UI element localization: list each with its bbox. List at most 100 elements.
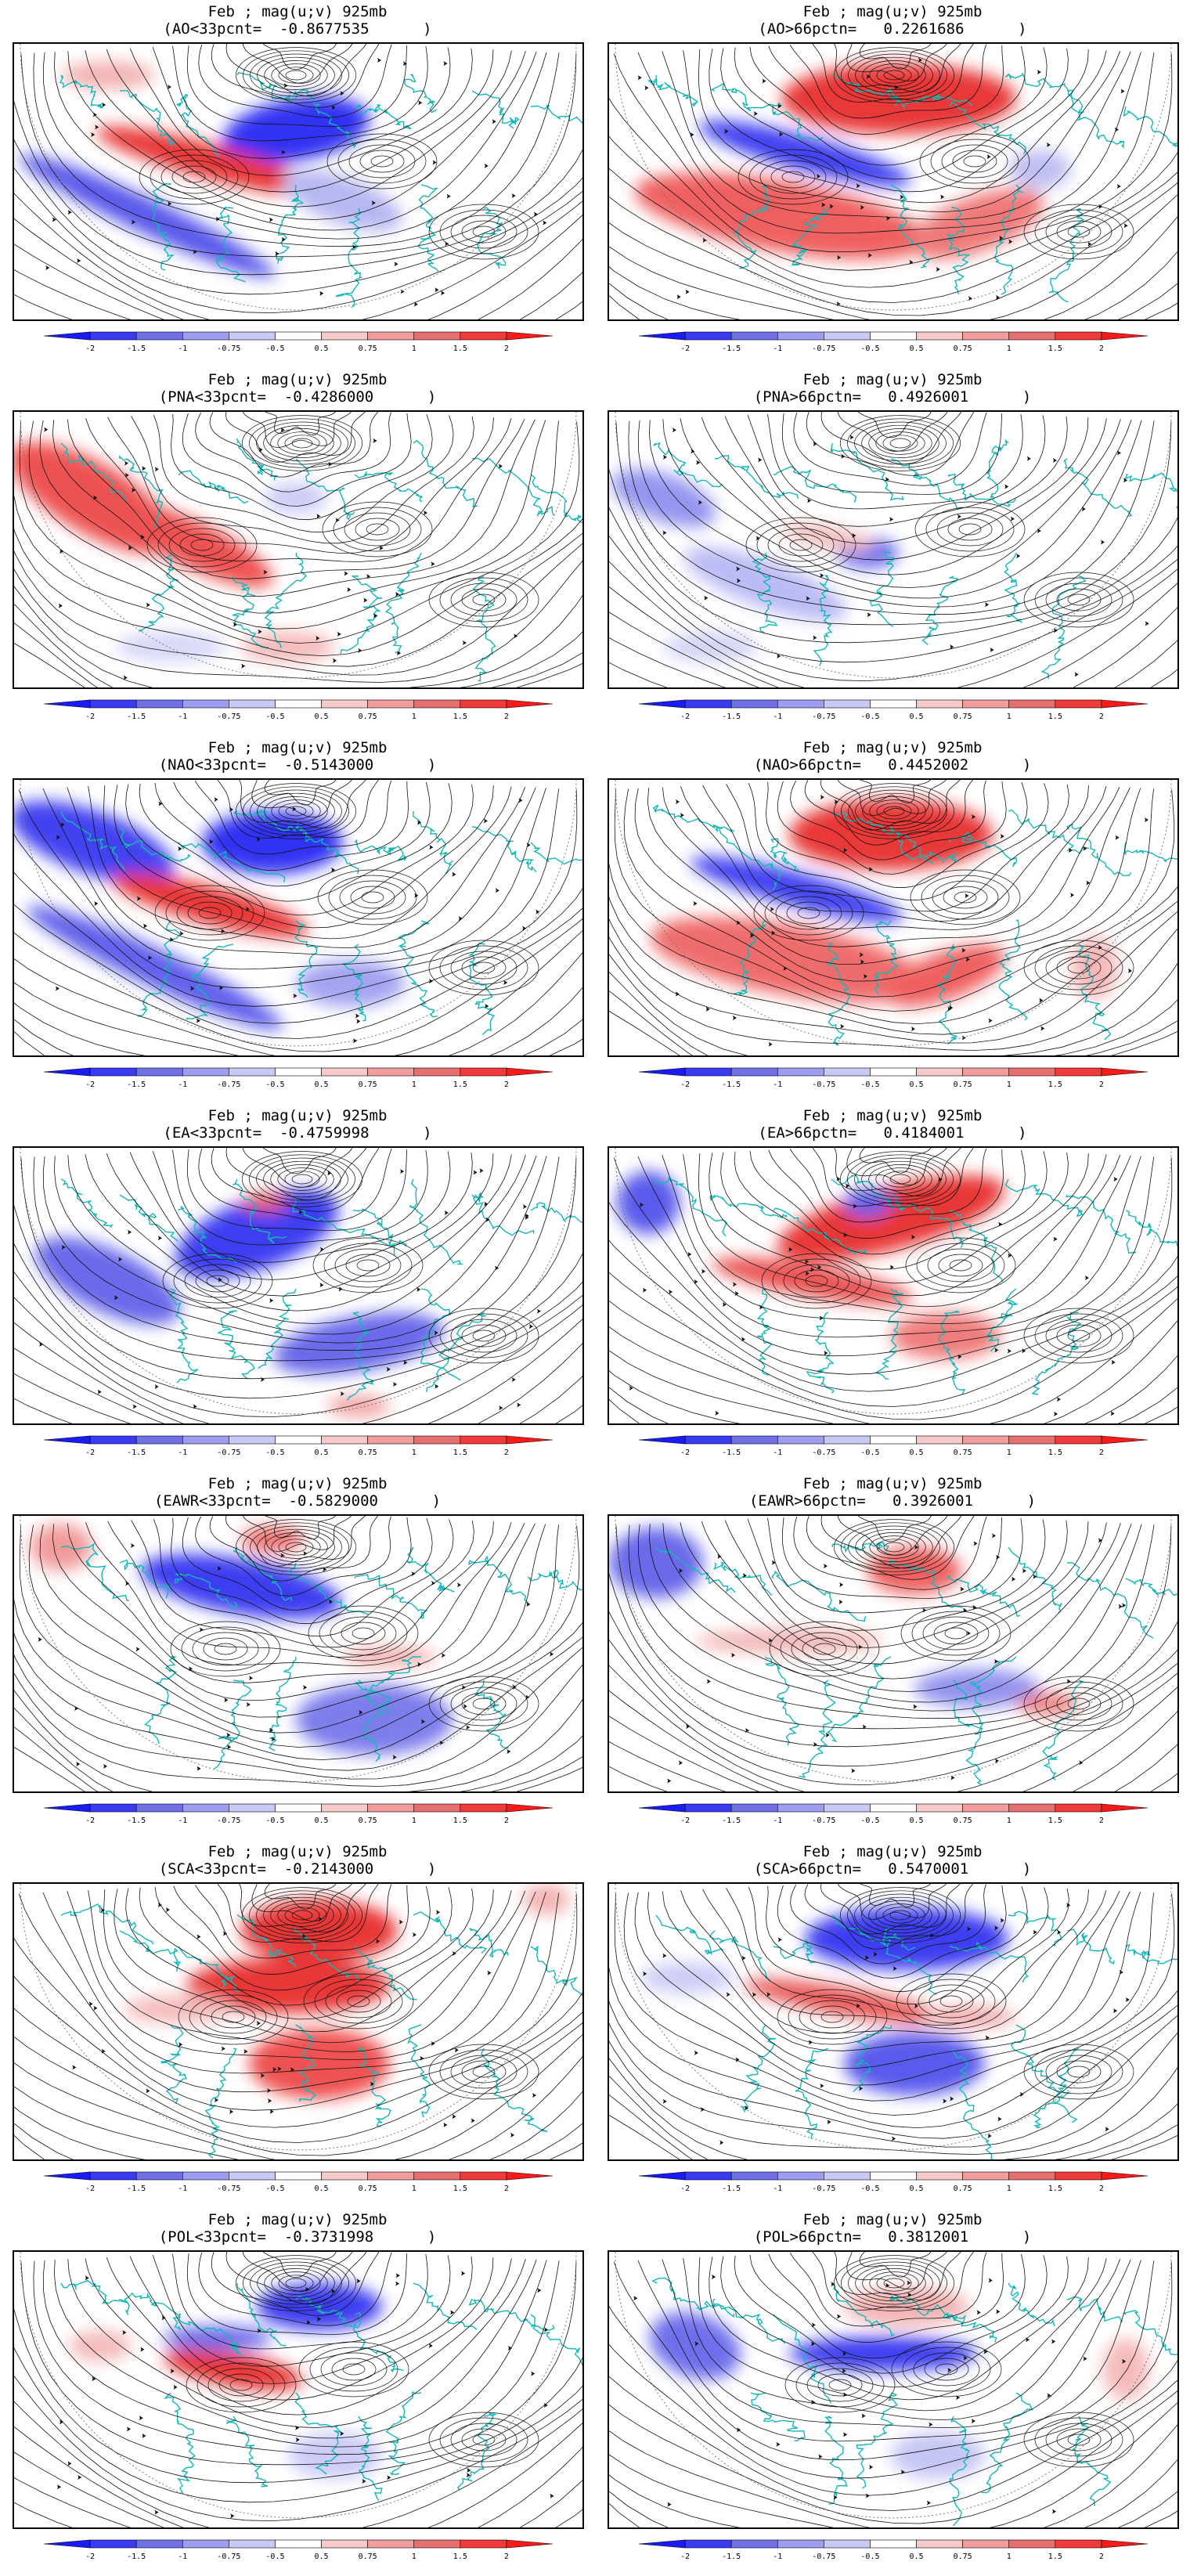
colorbar-segment	[777, 1803, 824, 1813]
colorbar-tick-label: -2	[85, 2553, 95, 2561]
colorbar-tick-label: -0.75	[217, 1081, 240, 1089]
coastlines	[653, 438, 1177, 680]
colorbar-segment	[638, 1067, 686, 1077]
colorbar-segment	[413, 699, 461, 709]
colorbar: -2 -1.5 -1 -0.75 -0.5 0.5 0.75 1 1.5 2	[608, 1063, 1179, 1095]
colorbar-tick-label: 2	[504, 1449, 509, 1457]
wind-streamlines	[14, 1884, 582, 2159]
panel-subtitle: (PNA>66pctn= 0.4926001 )	[753, 388, 1032, 406]
colorbar-segment	[638, 331, 686, 341]
colorbar-segment	[321, 331, 368, 341]
colorbar-tick-label: -1	[773, 345, 782, 353]
colorbar-tick-label: -1	[773, 1817, 782, 1825]
colorbar: -2 -1.5 -1 -0.75 -0.5 0.5 0.75 1 1.5 2	[13, 2167, 584, 2199]
wind-streamlines	[609, 412, 1177, 687]
colorbar-tick-label: -0.75	[217, 1817, 240, 1825]
colorbar-segment	[460, 1067, 507, 1077]
colorbar-segment	[1055, 699, 1102, 709]
colorbar-segment	[135, 699, 183, 709]
colorbar-segment	[367, 1435, 415, 1445]
colorbar-segment	[460, 2539, 507, 2549]
map-panel: Feb ; mag(u;v) 925mb (SCA<33pcnt= -0.2143…	[0, 1840, 595, 2208]
colorbar-segment	[182, 1435, 229, 1445]
colorbar-segment	[1101, 2171, 1149, 2181]
anomaly-region	[241, 631, 335, 662]
map-plot-area	[608, 778, 1179, 1057]
colorbar-segment	[460, 1435, 507, 1445]
projection-boundary	[615, 1516, 1172, 1783]
wind-streamlines	[14, 1148, 582, 1423]
colorbar-segment	[506, 1803, 554, 1813]
anomaly-region	[910, 188, 1044, 260]
map-canvas	[609, 412, 1177, 687]
projection-boundary	[20, 44, 577, 311]
map-canvas	[609, 1884, 1177, 2159]
anomaly-region	[867, 1547, 961, 1594]
colorbar-segment	[321, 2539, 368, 2549]
colorbar-segment	[777, 331, 824, 341]
colorbar-segment	[1055, 331, 1102, 341]
panel-title: Feb ; mag(u;v) 925mb	[802, 1475, 983, 1492]
colorbar-segment	[460, 1803, 507, 1813]
colorbar-segment	[89, 1803, 137, 1813]
colorbar-tick-label: 0.75	[954, 1817, 972, 1825]
colorbar-tick-label: 0.75	[359, 1817, 377, 1825]
anomaly-region	[640, 1962, 734, 1993]
colorbar-tick-label: -1.5	[127, 1449, 146, 1457]
colorbar-segment	[730, 2539, 778, 2549]
colorbar-segment	[684, 699, 732, 709]
coastlines	[60, 809, 582, 1035]
map-plot-area	[13, 42, 584, 321]
colorbar-segment	[229, 1803, 276, 1813]
colorbar-segment	[638, 699, 686, 709]
map-plot-area	[608, 1882, 1179, 2161]
anomaly-shading	[14, 442, 335, 662]
colorbar-segment	[638, 2539, 686, 2549]
panel-subtitle: (POL<33pcnt= -0.3731998 )	[158, 2228, 437, 2246]
colorbar-segment	[89, 1067, 137, 1077]
map-canvas	[14, 412, 582, 687]
wind-streamlines	[14, 1516, 582, 1791]
coastlines	[60, 1178, 582, 1401]
colorbar-segment	[870, 2171, 917, 2181]
anomaly-region	[695, 1629, 883, 1654]
colorbar-tick-label: -0.5	[860, 2185, 879, 2193]
colorbar-tick-label: -1.5	[127, 2553, 146, 2561]
colorbar-segment	[135, 2171, 183, 2181]
map-plot-area	[13, 778, 584, 1057]
colorbar-tick-label: -1.5	[722, 345, 741, 353]
colorbar-tick-label: -1	[773, 2553, 782, 2561]
map-plot-area	[13, 1146, 584, 1425]
colorbar-segment	[1008, 2171, 1056, 2181]
colorbar-segment	[460, 331, 507, 341]
colorbar-tick-label: 1	[412, 1817, 416, 1825]
colorbar-segment	[367, 2171, 415, 2181]
colorbar-segment	[89, 699, 137, 709]
colorbar-tick-label: -1.5	[127, 345, 146, 353]
projection-boundary	[20, 2252, 577, 2519]
colorbar-tick-label: 0.75	[954, 1449, 972, 1457]
colorbar-tick-label: 0.75	[954, 345, 972, 353]
colorbar-segment	[275, 1067, 322, 1077]
colorbar-tick-label: -2	[680, 713, 690, 721]
colorbar-segment	[367, 331, 415, 341]
colorbar-tick-label: 0.75	[359, 1081, 377, 1089]
colorbar: -2 -1.5 -1 -0.75 -0.5 0.5 0.75 1 1.5 2	[13, 1799, 584, 1831]
anomaly-region	[116, 631, 225, 662]
colorbar-segment	[413, 2171, 461, 2181]
colorbar-tick-label: 2	[504, 713, 509, 721]
map-panel: Feb ; mag(u;v) 925mb (AO>66pctn= 0.226168…	[595, 0, 1190, 368]
map-panel: Feb ; mag(u;v) 925mb (POL>66pctn= 0.38120…	[595, 2208, 1190, 2576]
colorbar-segment	[638, 1435, 686, 1445]
map-plot-area	[13, 1514, 584, 1793]
colorbar-tick-label: 0.5	[910, 2185, 924, 2193]
colorbar-segment	[824, 1803, 871, 1813]
colorbar-tick-label: -2	[85, 1449, 95, 1457]
colorbar: -2 -1.5 -1 -0.75 -0.5 0.5 0.75 1 1.5 2	[608, 327, 1179, 359]
panel-title: Feb ; mag(u;v) 925mb	[207, 1107, 388, 1124]
colorbar-tick-label: 2	[504, 2553, 509, 2561]
colorbar-tick-label: -1.5	[722, 2185, 741, 2193]
colorbar-segment	[684, 2539, 732, 2549]
anomaly-region	[283, 169, 402, 232]
colorbar-segment	[730, 1067, 778, 1077]
